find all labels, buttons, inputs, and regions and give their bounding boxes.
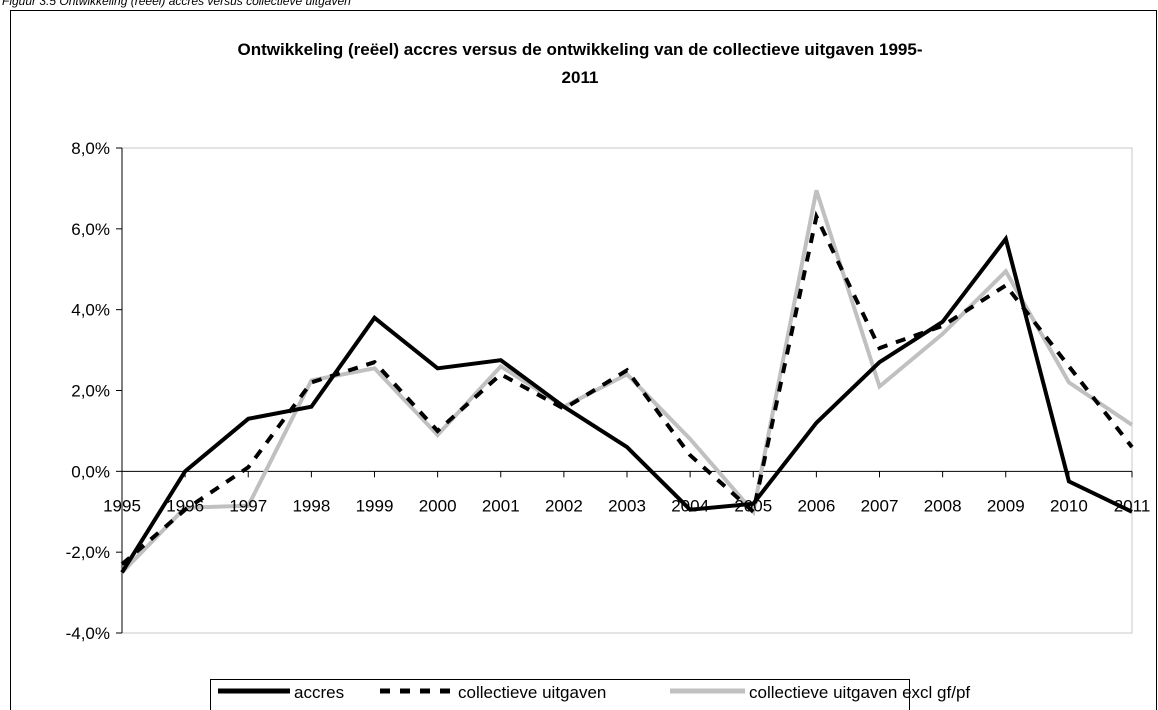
y-tick-label: -4,0% [66,624,110,643]
x-tick-label: 2002 [545,496,583,515]
x-tick-label: 2004 [671,496,709,515]
y-tick-label: 0,0% [71,462,110,481]
x-tick-label: 2000 [419,496,457,515]
x-tick-label: 2009 [987,496,1025,515]
chart-title-line-2: 2011 [561,68,599,87]
x-tick-label: 2010 [1050,496,1088,515]
x-tick-label: 2006 [797,496,835,515]
y-tick-label: 8,0% [71,139,110,158]
series-line-1 [120,234,1133,574]
x-tick-label: 2001 [482,496,520,515]
series-line-3 [120,189,1134,574]
y-tick-label: 2,0% [71,382,110,401]
chart-frame [10,10,1157,710]
legend-label-2: collectieve uitgaven [458,683,606,702]
legend-box [210,679,910,710]
figure-caption: Figuur 3.5 Ontwikkeling (reëel) accres v… [2,0,351,8]
x-tick-label: 2005 [734,496,772,515]
x-tick-label: 2011 [1114,496,1151,515]
y-tick-label: 6,0% [71,220,110,239]
plot-area: -4,0% -2,0% 0,0% 2,0% 4,0% 6,0% 8,0% 1995 1996 19… [66,139,1151,643]
legend-label-1: accres [294,683,344,702]
chart-title-line-1: Ontwikkeling (reëel) accres versus de on… [237,40,923,59]
x-tick-label: 2003 [608,496,646,515]
x-tick-label: 1997 [229,496,267,515]
y-tick-label: 4,0% [71,301,110,320]
plot-border [121,147,1133,634]
x-tick-label: 1996 [166,496,204,515]
chart-title: Ontwikkeling (reëel) accres versus de on… [100,36,1060,92]
x-tick-label: 1995 [103,496,141,515]
x-tick-label: 2008 [924,496,962,515]
y-tick-label: -2,0% [66,543,110,562]
legend-label-3: collectieve uitgaven excl gf/pf [749,683,970,702]
x-tick-label: 2007 [861,496,899,515]
x-tick-label: 1999 [356,496,394,515]
legend: accres collectieve uitgaven collectieve ui… [218,683,970,702]
x-tick-label: 1998 [292,496,330,515]
